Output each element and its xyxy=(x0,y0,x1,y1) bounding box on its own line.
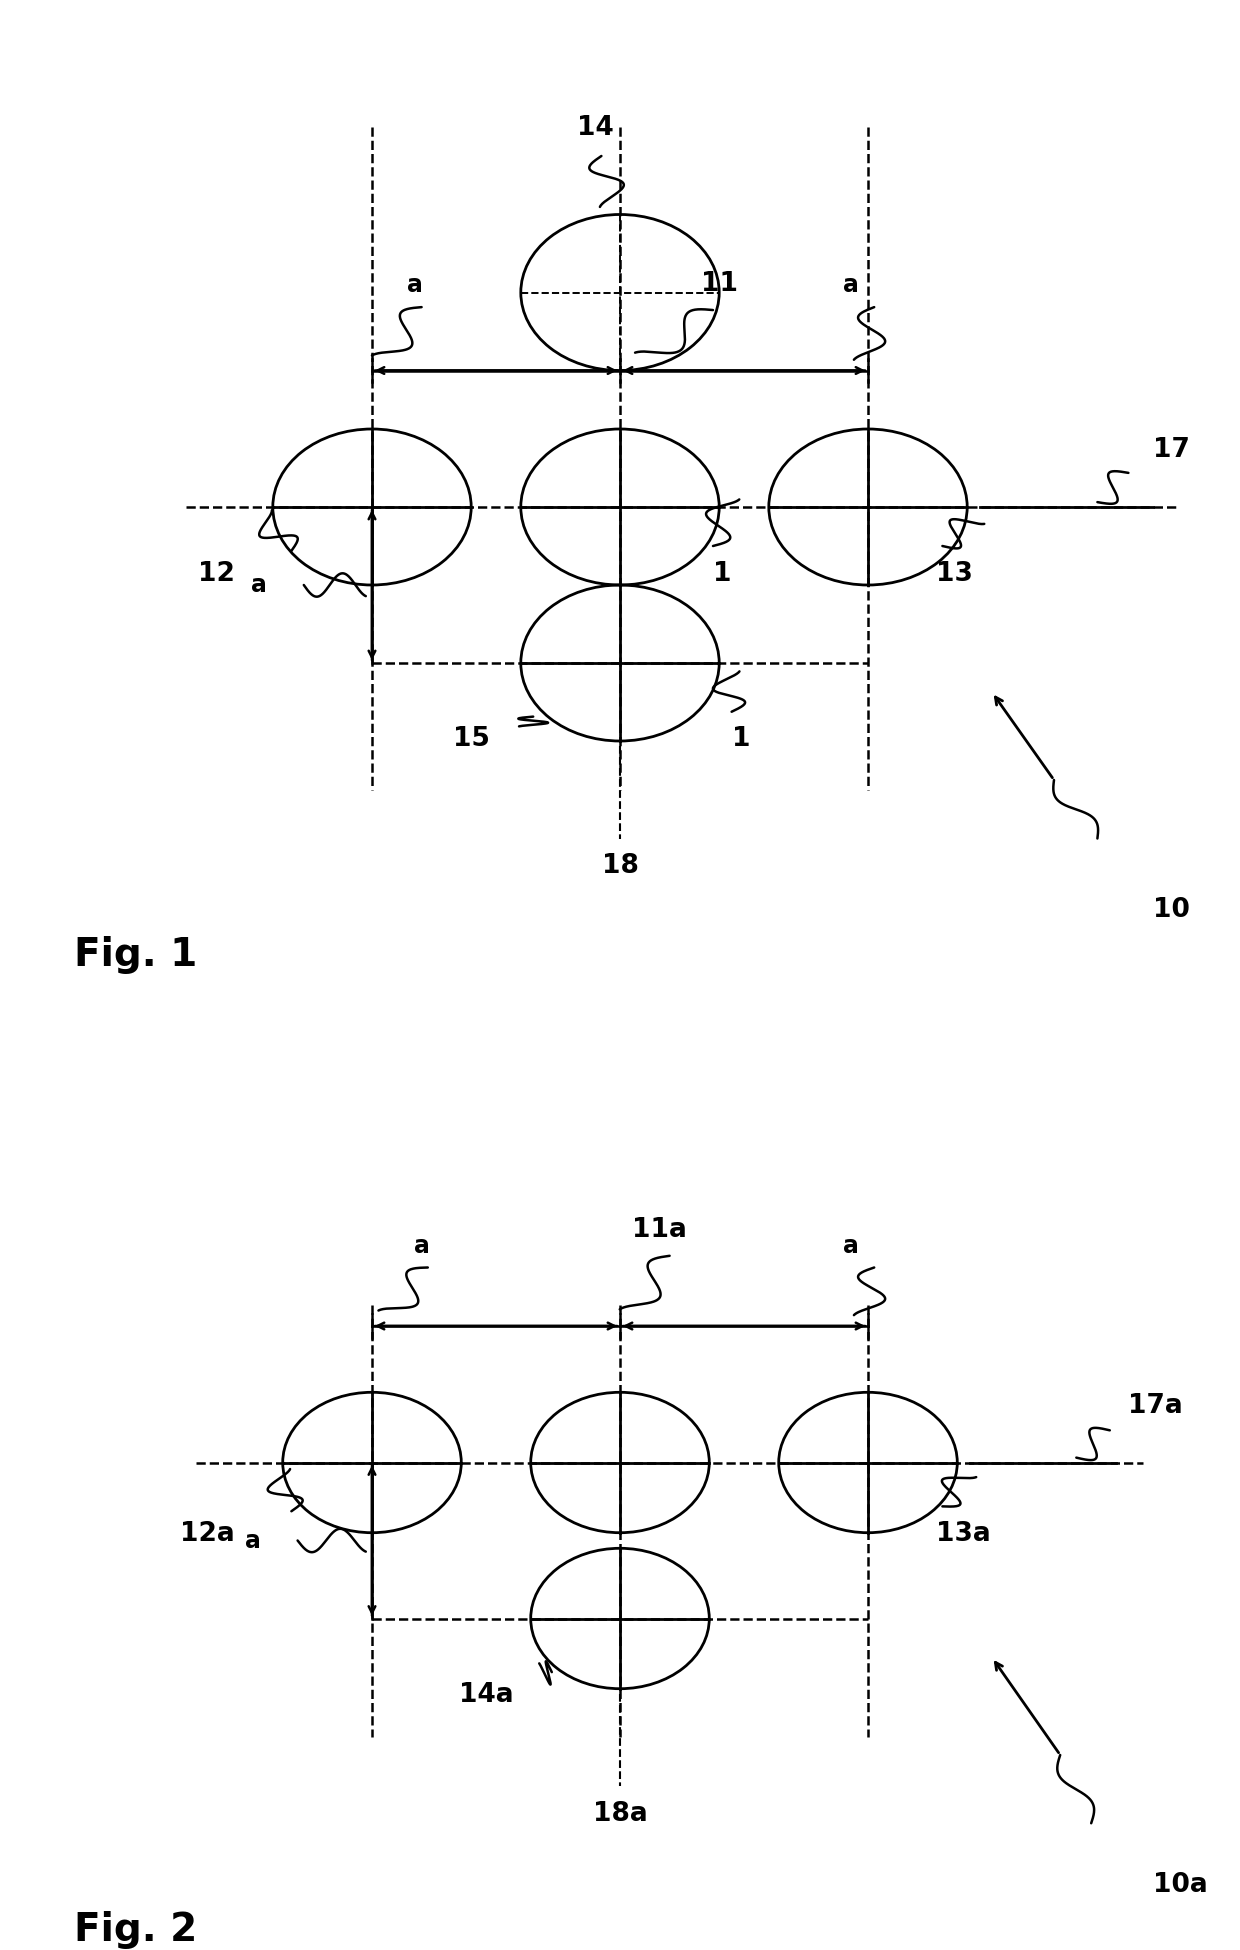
Text: Fig. 1: Fig. 1 xyxy=(74,936,197,973)
Text: 13a: 13a xyxy=(936,1521,991,1546)
Text: 14a: 14a xyxy=(459,1681,513,1708)
Text: 11: 11 xyxy=(701,271,738,296)
Text: a: a xyxy=(244,1529,260,1552)
Text: 14: 14 xyxy=(577,115,614,142)
Text: a: a xyxy=(414,1234,429,1258)
Text: 18a: 18a xyxy=(593,1802,647,1827)
Text: 1: 1 xyxy=(713,562,732,587)
Text: a: a xyxy=(843,273,859,296)
Text: Fig. 2: Fig. 2 xyxy=(74,1911,197,1948)
Text: 12: 12 xyxy=(198,562,236,587)
Text: 17a: 17a xyxy=(1128,1392,1183,1420)
Text: 13: 13 xyxy=(936,562,973,587)
Text: a: a xyxy=(250,573,267,597)
Text: 12a: 12a xyxy=(180,1521,234,1546)
Text: 1: 1 xyxy=(732,727,750,753)
Text: 15: 15 xyxy=(453,727,490,753)
Text: a: a xyxy=(843,1234,859,1258)
Text: 18: 18 xyxy=(601,854,639,879)
Text: 10: 10 xyxy=(1153,897,1190,922)
Text: 10a: 10a xyxy=(1153,1872,1208,1897)
Text: 11a: 11a xyxy=(632,1217,687,1244)
Text: a: a xyxy=(408,273,423,296)
Text: 17: 17 xyxy=(1153,437,1190,464)
